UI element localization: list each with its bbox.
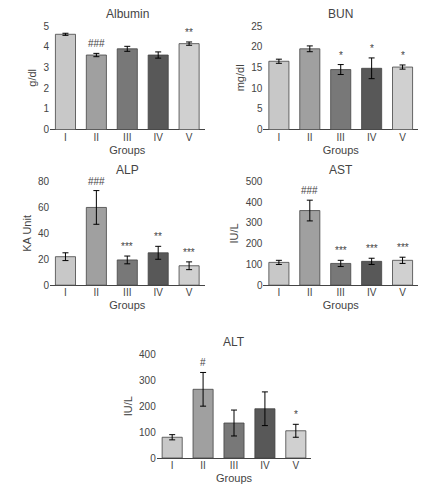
- svg-text:0: 0: [43, 280, 49, 291]
- svg-text:V: V: [399, 287, 406, 298]
- svg-text:Groups: Groups: [323, 299, 360, 311]
- svg-text:100: 100: [139, 427, 156, 438]
- svg-text:***: ***: [366, 243, 378, 254]
- svg-text:0: 0: [150, 453, 156, 464]
- svg-text:IV: IV: [367, 287, 377, 298]
- svg-text:I: I: [278, 287, 281, 298]
- svg-text:5: 5: [257, 103, 263, 114]
- svg-text:Groups: Groups: [216, 472, 253, 484]
- svg-text:*: *: [370, 43, 374, 54]
- svg-text:0: 0: [43, 124, 49, 135]
- svg-text:III: III: [337, 132, 345, 143]
- svg-text:1: 1: [43, 103, 49, 114]
- svg-text:II: II: [200, 460, 206, 471]
- svg-text:II: II: [307, 132, 313, 143]
- svg-text:20: 20: [251, 41, 263, 52]
- svg-text:0: 0: [257, 280, 263, 291]
- svg-text:I: I: [64, 132, 67, 143]
- svg-text:IV: IV: [260, 460, 270, 471]
- svg-text:g/dl: g/dl: [26, 69, 38, 87]
- svg-text:IV: IV: [153, 287, 163, 298]
- svg-text:0: 0: [257, 124, 263, 135]
- svg-text:300: 300: [139, 375, 156, 386]
- svg-text:**: **: [185, 27, 193, 38]
- svg-text:Albumin: Albumin: [106, 7, 149, 21]
- svg-text:40: 40: [38, 228, 50, 239]
- svg-text:IV: IV: [153, 132, 163, 143]
- svg-text:I: I: [278, 132, 281, 143]
- svg-text:25: 25: [251, 21, 263, 32]
- svg-text:***: ***: [397, 242, 409, 253]
- svg-text:II: II: [307, 287, 313, 298]
- svg-text:III: III: [123, 132, 131, 143]
- svg-text:*: *: [401, 50, 405, 61]
- svg-text:*: *: [294, 409, 298, 420]
- svg-text:mg/dl: mg/dl: [234, 64, 246, 91]
- svg-text:V: V: [186, 287, 193, 298]
- svg-text:###: ###: [88, 176, 105, 187]
- svg-text:2: 2: [43, 83, 49, 94]
- svg-text:300: 300: [246, 217, 263, 228]
- svg-text:5: 5: [43, 21, 49, 32]
- svg-text:AST: AST: [329, 163, 353, 177]
- svg-text:Groups: Groups: [109, 144, 146, 156]
- svg-text:Groups: Groups: [323, 144, 360, 156]
- svg-text:Groups: Groups: [109, 299, 146, 311]
- svg-text:II: II: [94, 132, 100, 143]
- svg-text:I: I: [64, 287, 67, 298]
- svg-text:60: 60: [38, 202, 50, 213]
- svg-text:III: III: [337, 287, 345, 298]
- svg-text:V: V: [399, 132, 406, 143]
- svg-text:ALP: ALP: [116, 163, 139, 177]
- svg-text:BUN: BUN: [328, 7, 353, 21]
- svg-text:3: 3: [43, 62, 49, 73]
- svg-text:IU/L: IU/L: [122, 396, 134, 416]
- svg-text:III: III: [123, 287, 131, 298]
- svg-text:15: 15: [251, 62, 263, 73]
- svg-text:4: 4: [43, 41, 49, 52]
- svg-text:I: I: [171, 460, 174, 471]
- svg-text:V: V: [292, 460, 299, 471]
- svg-text:IU/L: IU/L: [228, 223, 240, 243]
- svg-text:400: 400: [246, 197, 263, 208]
- svg-text:400: 400: [139, 349, 156, 360]
- svg-text:ALT: ALT: [223, 335, 245, 349]
- svg-text:10: 10: [251, 83, 263, 94]
- svg-text:20: 20: [38, 254, 50, 265]
- svg-text:###: ###: [88, 38, 105, 49]
- svg-text:IV: IV: [367, 132, 377, 143]
- svg-text:***: ***: [183, 247, 195, 258]
- svg-text:***: ***: [335, 245, 347, 256]
- svg-text:KA Unit: KA Unit: [21, 215, 33, 252]
- svg-text:#: #: [200, 357, 206, 368]
- svg-text:V: V: [186, 132, 193, 143]
- svg-text:II: II: [94, 287, 100, 298]
- svg-text:*: *: [339, 50, 343, 61]
- svg-text:III: III: [230, 460, 238, 471]
- svg-text:80: 80: [38, 176, 50, 187]
- svg-text:500: 500: [246, 176, 263, 187]
- svg-text:200: 200: [246, 238, 263, 249]
- svg-text:100: 100: [246, 259, 263, 270]
- svg-text:***: ***: [121, 241, 133, 252]
- svg-text:200: 200: [139, 401, 156, 412]
- svg-text:###: ###: [301, 185, 318, 196]
- svg-text:**: **: [154, 231, 162, 242]
